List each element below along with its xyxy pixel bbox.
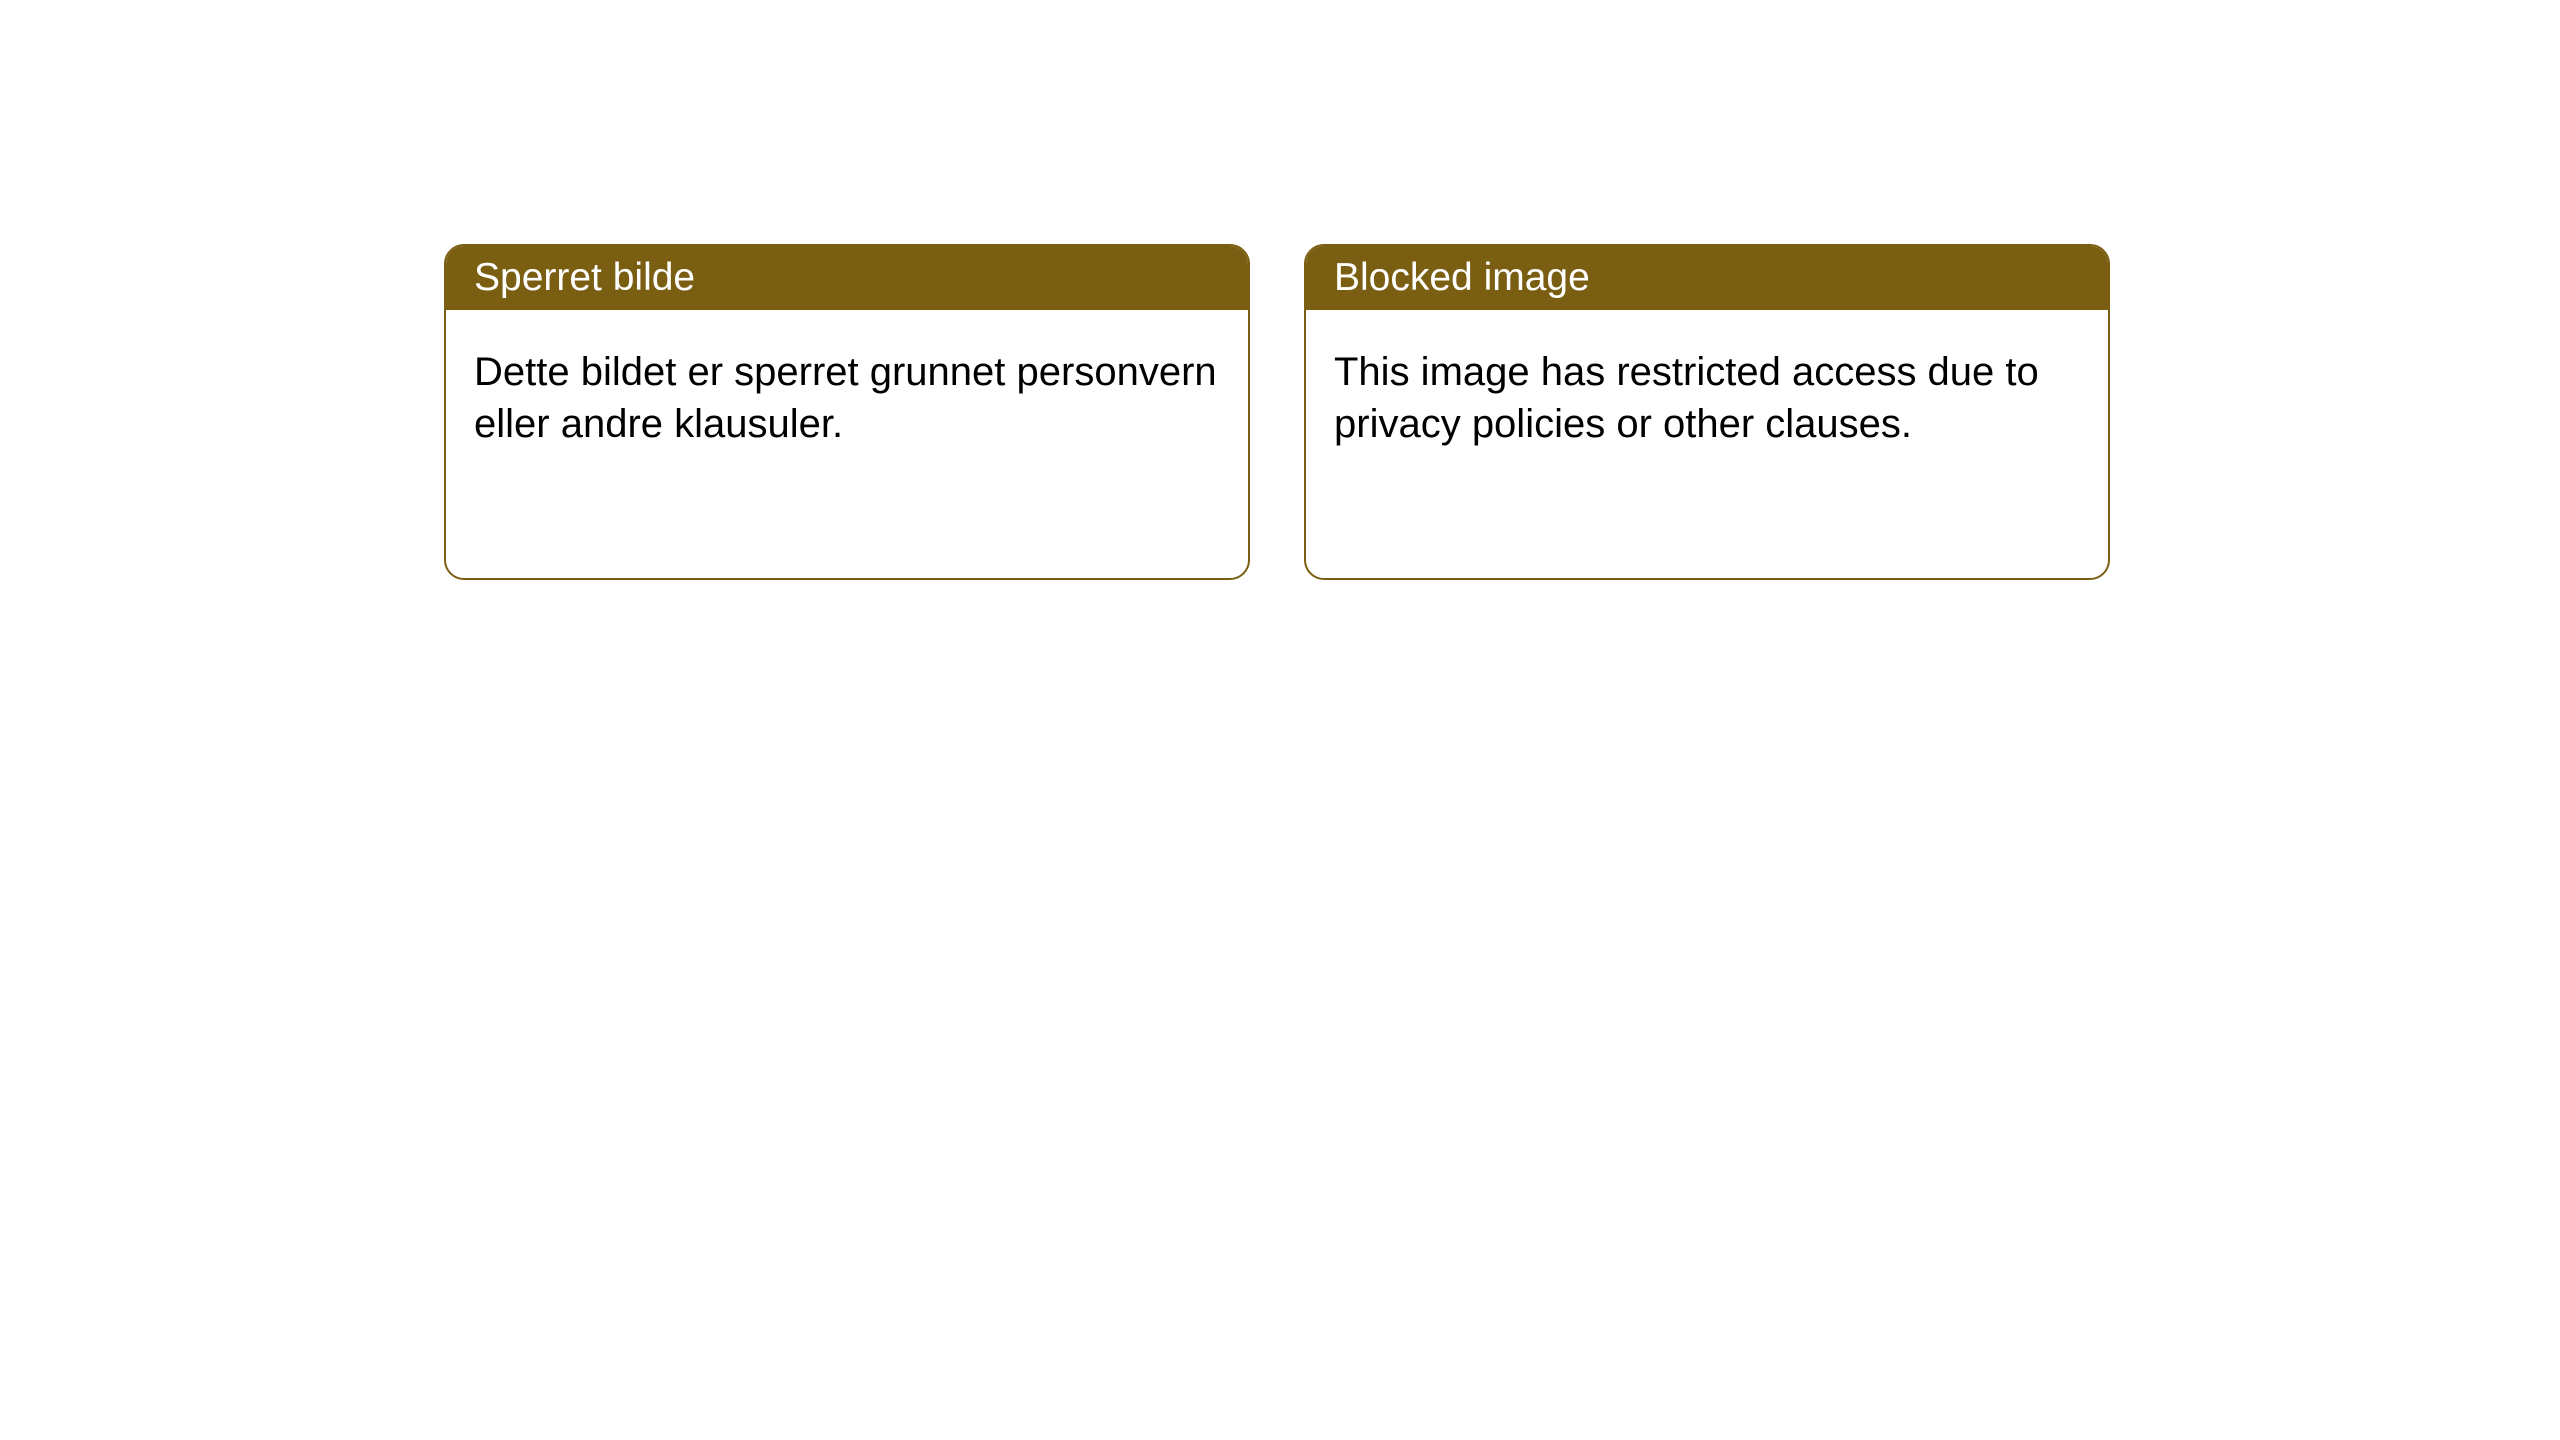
card-body-en: This image has restricted access due to … [1306,310,2108,486]
card-header-en: Blocked image [1306,246,2108,310]
blocked-image-card-no: Sperret bilde Dette bildet er sperret gr… [444,244,1250,580]
card-header-no: Sperret bilde [446,246,1248,310]
card-body-no: Dette bildet er sperret grunnet personve… [446,310,1248,486]
blocked-image-card-en: Blocked image This image has restricted … [1304,244,2110,580]
cards-container: Sperret bilde Dette bildet er sperret gr… [0,0,2560,580]
